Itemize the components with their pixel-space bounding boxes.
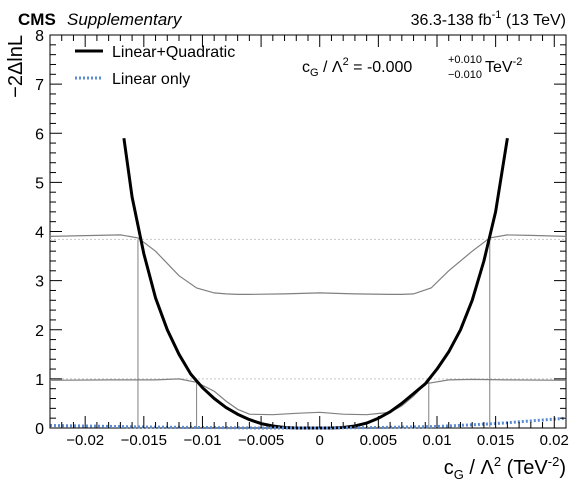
series-line-lin-only — [49, 416, 567, 430]
interval-drop-lines — [137, 239, 491, 428]
reference-lines — [50, 238, 566, 380]
x-axis-ticks: −0.02 −0.015 −0.01 −0.005 0 0.005 0.01 0.015 0.0… — [49, 35, 569, 449]
fit-uncertainty-down: −0.010 — [448, 69, 482, 81]
y-tick-label: 4 — [35, 225, 44, 242]
x-tick-label: 0.005 — [360, 432, 398, 449]
y-axis-title: −2ΔlnL — [5, 35, 27, 98]
y-tick-label: 0 — [35, 421, 44, 438]
fit-result-annotation: cG / Λ2 = -0.000 — [302, 56, 412, 79]
series-line-lin-quad — [122, 137, 509, 430]
lumi-value: 36.3-138 fb — [411, 12, 492, 29]
series-lines — [49, 137, 567, 430]
plot-frame — [49, 34, 567, 429]
auxiliary-curve — [49, 234, 567, 295]
x-tick-label: −0.01 — [183, 432, 221, 449]
fit-uncertainty-up: +0.010 — [448, 54, 482, 66]
x-tick-label: 0.015 — [477, 432, 515, 449]
x-tick-label: 0.01 — [422, 432, 451, 449]
x-axis-title: cG / Λ2 (TeV-2) — [444, 454, 566, 482]
y-tick-label: 1 — [35, 372, 44, 389]
y-tick-label: 5 — [35, 175, 44, 192]
legend-label-lin-only: Linear only — [112, 71, 190, 88]
lumi-exponent: -1 — [492, 9, 502, 21]
auxiliary-curves — [49, 234, 567, 416]
energy-value: (13 TeV) — [501, 12, 566, 29]
y-tick-label: 6 — [35, 126, 44, 143]
y-tick-label: 3 — [35, 274, 44, 291]
experiment-label: CMS — [18, 10, 56, 29]
y-tick-label: 8 — [35, 28, 44, 45]
y-tick-label: 7 — [35, 77, 44, 94]
x-tick-label: −0.02 — [66, 432, 104, 449]
supplementary-label: Supplementary — [67, 10, 183, 29]
y-axis-ticks: 0 1 2 3 4 5 6 7 8 — [35, 28, 566, 438]
y-tick-label: 2 — [35, 323, 44, 340]
auxiliary-curve — [49, 378, 567, 416]
luminosity-label: 36.3-138 fb-1 (13 TeV) — [411, 9, 566, 29]
x-tick-label: −0.005 — [238, 432, 284, 449]
legend-label-lin-quad: Linear+Quadratic — [112, 44, 235, 61]
x-tick-label: −0.015 — [121, 432, 167, 449]
fit-unit: TeV-2 — [485, 56, 522, 76]
x-tick-label: 0 — [316, 432, 324, 449]
x-tick-label: 0.02 — [540, 432, 569, 449]
